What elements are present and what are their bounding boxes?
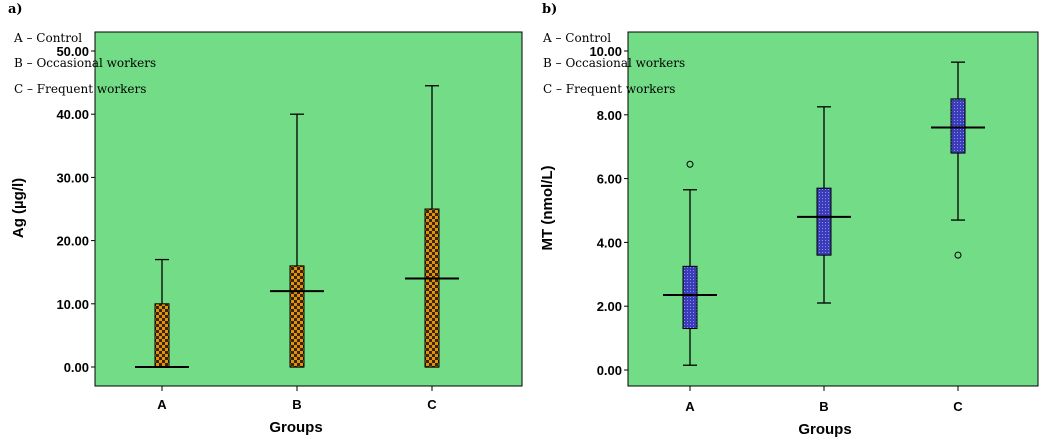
y-axis-title-b: MT (nmol/L) bbox=[539, 166, 556, 251]
box-iqr bbox=[816, 187, 832, 256]
outlier-point bbox=[954, 251, 962, 259]
boxes-b bbox=[663, 61, 985, 366]
box-iqr bbox=[154, 303, 170, 368]
outlier-point bbox=[686, 160, 694, 168]
legend-item-b-frequent: C – Frequent workers bbox=[543, 82, 675, 96]
y-tick-label: 10.00 bbox=[56, 297, 89, 312]
x-tick-label: A bbox=[157, 397, 167, 412]
x-tick-label: C bbox=[427, 397, 437, 412]
x-axis-title-a: Groups bbox=[269, 419, 322, 436]
x-axis-title-b: Groups bbox=[798, 421, 851, 438]
x-tick-label: A bbox=[685, 399, 695, 414]
boxes-a bbox=[135, 85, 459, 368]
x-axis-b: A B C bbox=[685, 386, 963, 414]
y-tick-label: 4.00 bbox=[597, 235, 622, 250]
y-axis-title-a: Ag (µg/l) bbox=[10, 178, 27, 238]
x-tick-label: C bbox=[953, 399, 963, 414]
chart-panel-b: b) A – Control B – Occasional workers C … bbox=[539, 2, 1039, 438]
y-tick-label: 0.00 bbox=[597, 363, 622, 378]
legend-item-a-occasional: B – Occasional workers bbox=[14, 56, 156, 70]
box-iqr bbox=[424, 208, 440, 368]
x-tick-label: B bbox=[292, 397, 301, 412]
y-tick-label: 40.00 bbox=[56, 107, 89, 122]
y-axis-b: 0.00 2.00 4.00 6.00 8.00 10.00 bbox=[589, 44, 628, 378]
y-tick-label: 0.00 bbox=[64, 360, 89, 375]
box-iqr bbox=[682, 265, 698, 330]
x-axis-a: A B C bbox=[157, 386, 437, 412]
legend-item-b-occasional: B – Occasional workers bbox=[543, 56, 685, 70]
box-iqr bbox=[289, 265, 305, 368]
chart-panel-a: a) A – Control B – Occasional workers C … bbox=[8, 2, 523, 436]
box-iqr bbox=[950, 98, 966, 154]
panel-label-b: b) bbox=[542, 2, 557, 17]
y-tick-label: 10.00 bbox=[589, 44, 622, 59]
y-tick-label: 8.00 bbox=[597, 108, 622, 123]
y-tick-label: 2.00 bbox=[597, 299, 622, 314]
y-tick-label: 50.00 bbox=[56, 44, 89, 59]
legend-item-a-frequent: C – Frequent workers bbox=[14, 82, 146, 96]
y-axis-a: 0.00 10.00 20.00 30.00 40.00 50.00 bbox=[56, 44, 95, 375]
legend-item-b-control: A – Control bbox=[542, 31, 611, 45]
panel-label-a: a) bbox=[8, 2, 23, 17]
x-tick-label: B bbox=[819, 399, 828, 414]
y-tick-label: 20.00 bbox=[56, 234, 89, 249]
legend-item-a-control: A – Control bbox=[13, 31, 82, 45]
y-tick-label: 6.00 bbox=[597, 172, 622, 187]
y-tick-label: 30.00 bbox=[56, 170, 89, 185]
